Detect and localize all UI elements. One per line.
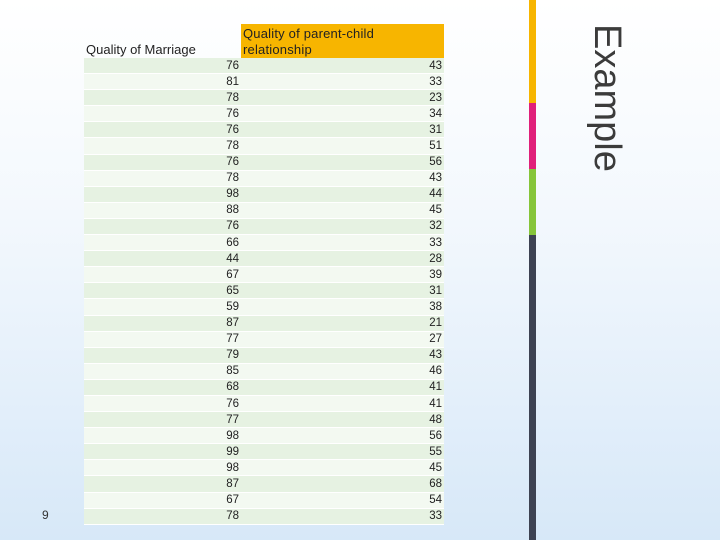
table-row: 85 46 xyxy=(84,363,444,380)
cell-quality-of-parent-child: 34 xyxy=(241,105,444,123)
cell-quality-of-marriage: 88 xyxy=(84,202,241,219)
cell-quality-of-marriage: 78 xyxy=(84,137,241,155)
table-row: 78 23 xyxy=(84,89,444,107)
cell-quality-of-parent-child: 32 xyxy=(241,218,444,236)
cell-quality-of-parent-child: 46 xyxy=(241,363,444,380)
header-quality-of-parent-child: Quality of parent-child relationship xyxy=(241,24,444,58)
cell-quality-of-marriage: 98 xyxy=(84,186,241,203)
table-row: 87 68 xyxy=(84,475,444,493)
cell-quality-of-marriage: 76 xyxy=(84,218,241,236)
table-row: 98 56 xyxy=(84,427,444,445)
cell-quality-of-parent-child: 43 xyxy=(241,347,444,364)
cell-quality-of-parent-child: 31 xyxy=(241,282,444,300)
cell-quality-of-parent-child: 54 xyxy=(241,492,444,509)
header-row: Quality of Marriage Quality of parent-ch… xyxy=(84,24,444,58)
cell-quality-of-marriage: 87 xyxy=(84,475,241,493)
cell-quality-of-parent-child: 44 xyxy=(241,186,444,203)
table-row: 76 32 xyxy=(84,218,444,236)
cell-quality-of-parent-child: 41 xyxy=(241,395,444,413)
cell-quality-of-marriage: 59 xyxy=(84,298,241,316)
table-row: 78 51 xyxy=(84,137,444,155)
table-row: 67 54 xyxy=(84,492,444,509)
table-row: 81 33 xyxy=(84,73,444,91)
cell-quality-of-parent-child: 45 xyxy=(241,459,444,477)
accent-segment-pink xyxy=(529,103,536,169)
cell-quality-of-marriage: 76 xyxy=(84,154,241,171)
cell-quality-of-parent-child: 33 xyxy=(241,73,444,91)
cell-quality-of-marriage: 78 xyxy=(84,508,241,525)
cell-quality-of-parent-child: 39 xyxy=(241,266,444,284)
data-table: Quality of Marriage Quality of parent-ch… xyxy=(84,24,444,525)
table-row: 76 31 xyxy=(84,121,444,139)
table-row: 76 43 xyxy=(84,58,444,75)
cell-quality-of-parent-child: 56 xyxy=(241,427,444,445)
cell-quality-of-parent-child: 48 xyxy=(241,411,444,429)
cell-quality-of-marriage: 65 xyxy=(84,282,241,300)
cell-quality-of-marriage: 66 xyxy=(84,234,241,252)
cell-quality-of-marriage: 99 xyxy=(84,443,241,461)
cell-quality-of-marriage: 85 xyxy=(84,363,241,380)
table-row: 98 45 xyxy=(84,459,444,477)
cell-quality-of-marriage: 98 xyxy=(84,459,241,477)
cell-quality-of-parent-child: 28 xyxy=(241,250,444,268)
table-row: 88 45 xyxy=(84,202,444,219)
cell-quality-of-parent-child: 33 xyxy=(241,508,444,525)
cell-quality-of-marriage: 76 xyxy=(84,395,241,413)
cell-quality-of-marriage: 77 xyxy=(84,331,241,348)
accent-segment-green xyxy=(529,169,536,235)
header-quality-of-marriage: Quality of Marriage xyxy=(86,42,196,57)
accent-segment-yellow xyxy=(529,0,536,103)
cell-quality-of-parent-child: 45 xyxy=(241,202,444,219)
cell-quality-of-marriage: 76 xyxy=(84,58,241,75)
cell-quality-of-parent-child: 21 xyxy=(241,315,444,332)
cell-quality-of-parent-child: 43 xyxy=(241,58,444,75)
cell-quality-of-marriage: 76 xyxy=(84,105,241,123)
table-body: 76 43 81 33 78 23 76 34 76 31 78 51 76 56 78 43 98 44 88 45… xyxy=(84,58,444,525)
cell-quality-of-marriage: 98 xyxy=(84,427,241,445)
cell-quality-of-parent-child: 33 xyxy=(241,234,444,252)
cell-quality-of-parent-child: 41 xyxy=(241,379,444,396)
table-row: 76 41 xyxy=(84,395,444,413)
cell-quality-of-parent-child: 51 xyxy=(241,137,444,155)
table-row: 76 56 xyxy=(84,154,444,171)
cell-quality-of-marriage: 77 xyxy=(84,411,241,429)
cell-quality-of-marriage: 78 xyxy=(84,170,241,187)
table-row: 77 27 xyxy=(84,331,444,348)
table-row: 44 28 xyxy=(84,250,444,268)
cell-quality-of-parent-child: 31 xyxy=(241,121,444,139)
cell-quality-of-marriage: 76 xyxy=(84,121,241,139)
table-row: 66 33 xyxy=(84,234,444,252)
page-number: 9 xyxy=(42,508,49,522)
table-row: 99 55 xyxy=(84,443,444,461)
slide-title: Example xyxy=(586,24,628,172)
table-row: 67 39 xyxy=(84,266,444,284)
cell-quality-of-marriage: 78 xyxy=(84,89,241,107)
table-row: 87 21 xyxy=(84,315,444,332)
cell-quality-of-parent-child: 56 xyxy=(241,154,444,171)
cell-quality-of-marriage: 44 xyxy=(84,250,241,268)
cell-quality-of-marriage: 67 xyxy=(84,492,241,509)
table-row: 77 48 xyxy=(84,411,444,429)
accent-bar xyxy=(529,0,536,540)
table-row: 78 43 xyxy=(84,170,444,187)
cell-quality-of-marriage: 81 xyxy=(84,73,241,91)
cell-quality-of-parent-child: 27 xyxy=(241,331,444,348)
cell-quality-of-parent-child: 43 xyxy=(241,170,444,187)
table-row: 76 34 xyxy=(84,105,444,123)
cell-quality-of-marriage: 79 xyxy=(84,347,241,364)
table-row: 68 41 xyxy=(84,379,444,396)
cell-quality-of-marriage: 68 xyxy=(84,379,241,396)
cell-quality-of-parent-child: 23 xyxy=(241,89,444,107)
table-row: 79 43 xyxy=(84,347,444,364)
table-row: 98 44 xyxy=(84,186,444,203)
cell-quality-of-parent-child: 68 xyxy=(241,475,444,493)
cell-quality-of-parent-child: 38 xyxy=(241,298,444,316)
cell-quality-of-marriage: 87 xyxy=(84,315,241,332)
table-row: 59 38 xyxy=(84,298,444,316)
table-row: 78 33 xyxy=(84,508,444,525)
cell-quality-of-marriage: 67 xyxy=(84,266,241,284)
table-row: 65 31 xyxy=(84,282,444,300)
cell-quality-of-parent-child: 55 xyxy=(241,443,444,461)
